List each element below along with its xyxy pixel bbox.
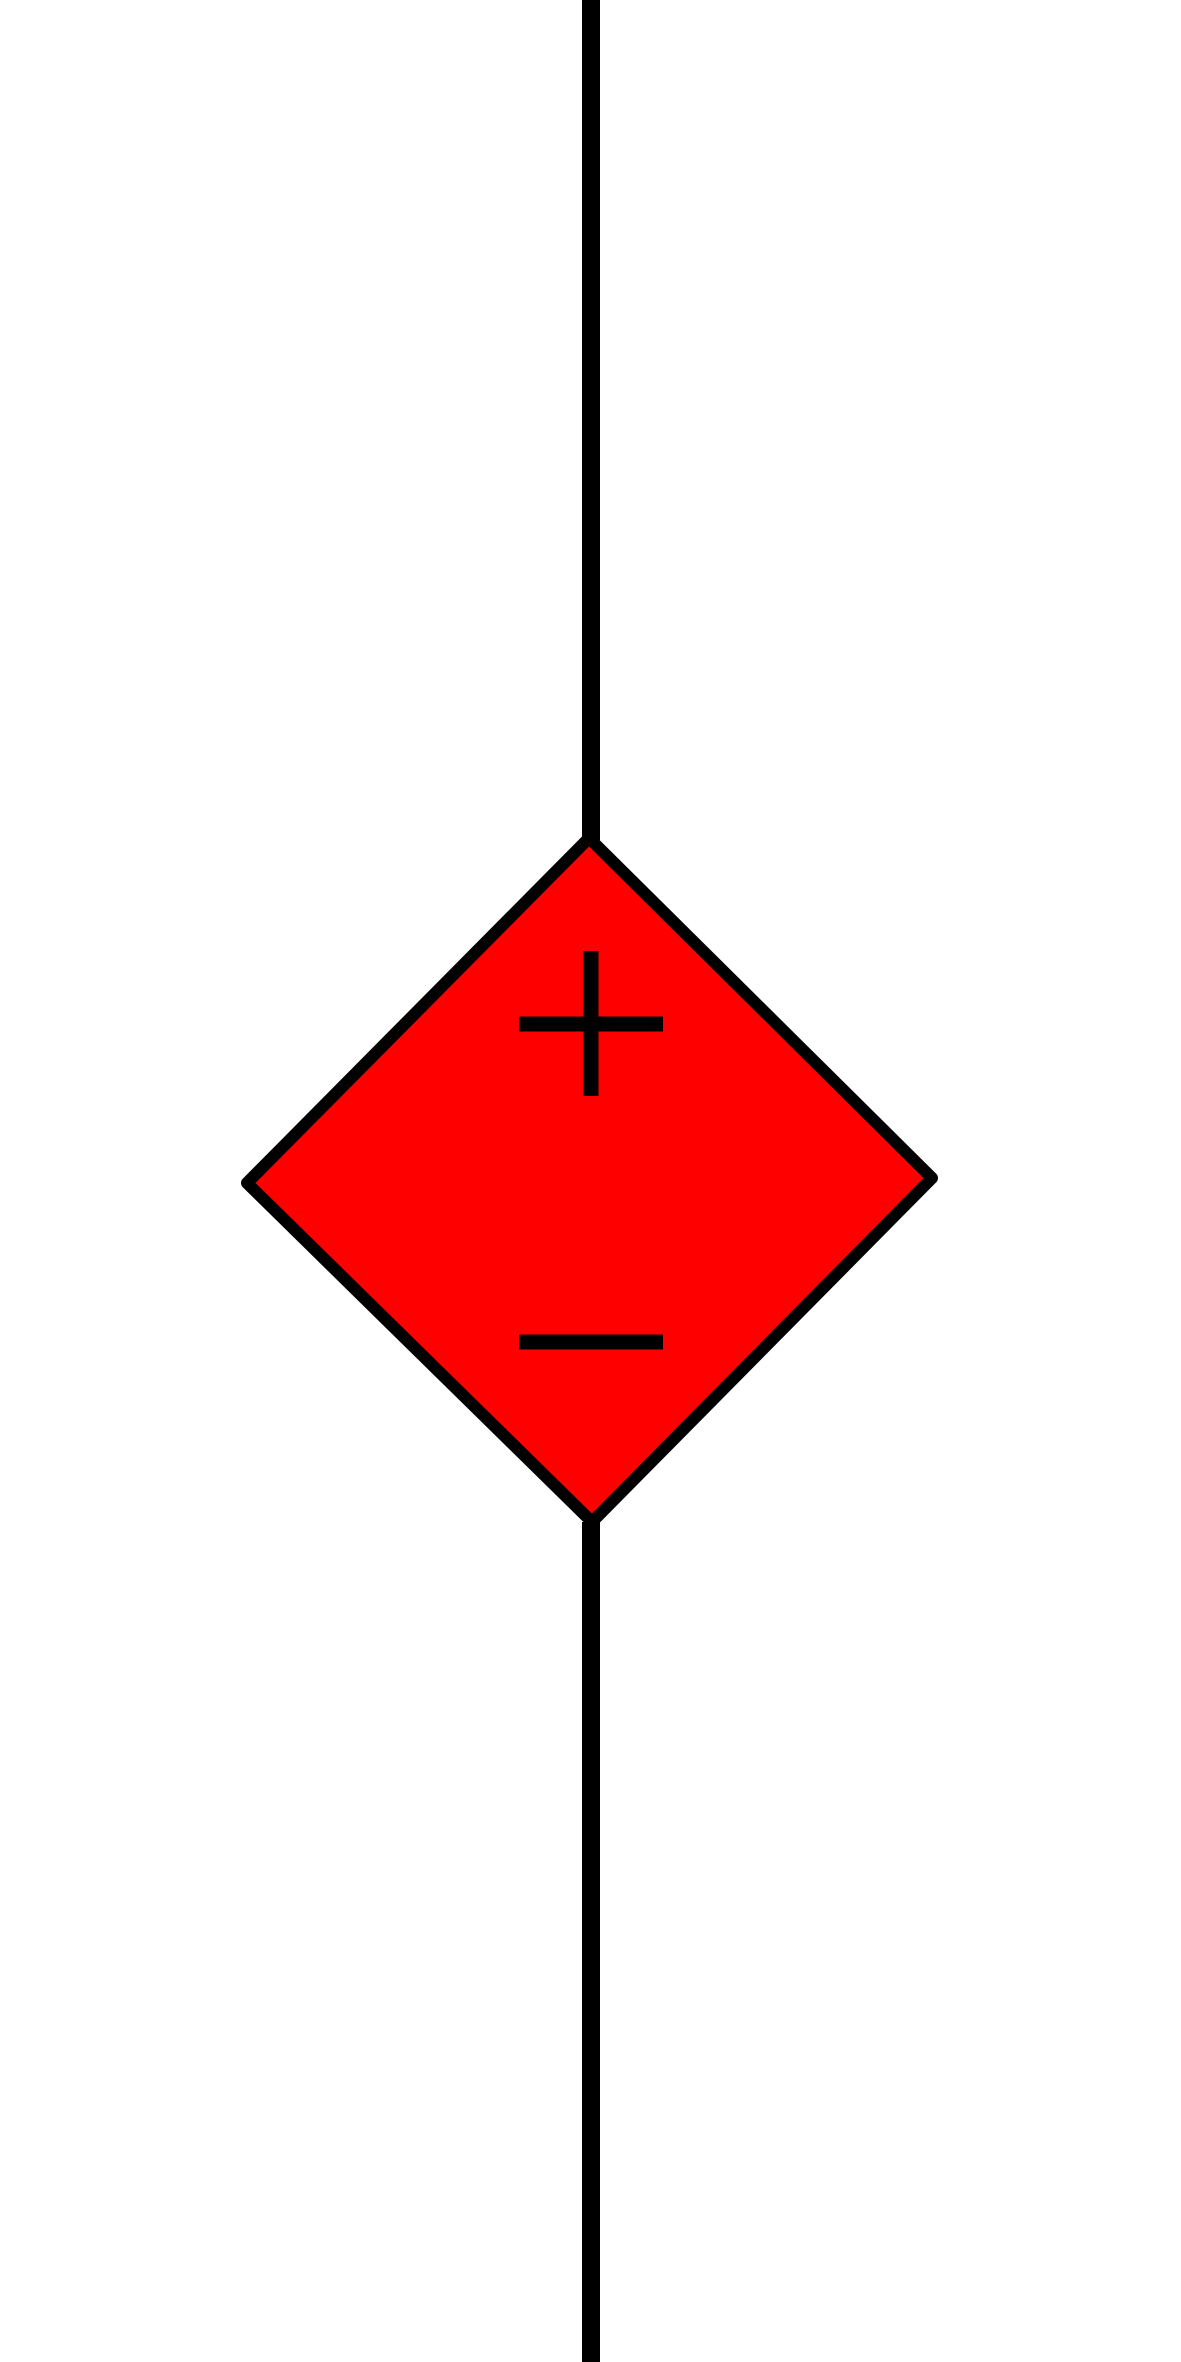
plus-polarity-mark [519,951,663,1096]
source-diamond [241,832,938,1528]
